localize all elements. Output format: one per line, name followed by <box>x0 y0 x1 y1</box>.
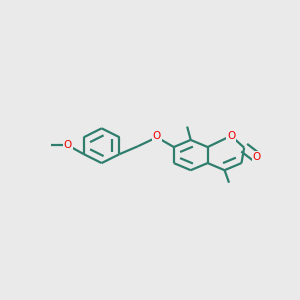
Text: O: O <box>253 152 261 162</box>
Text: O: O <box>227 131 235 141</box>
Text: O: O <box>64 140 72 150</box>
Text: O: O <box>153 131 161 142</box>
